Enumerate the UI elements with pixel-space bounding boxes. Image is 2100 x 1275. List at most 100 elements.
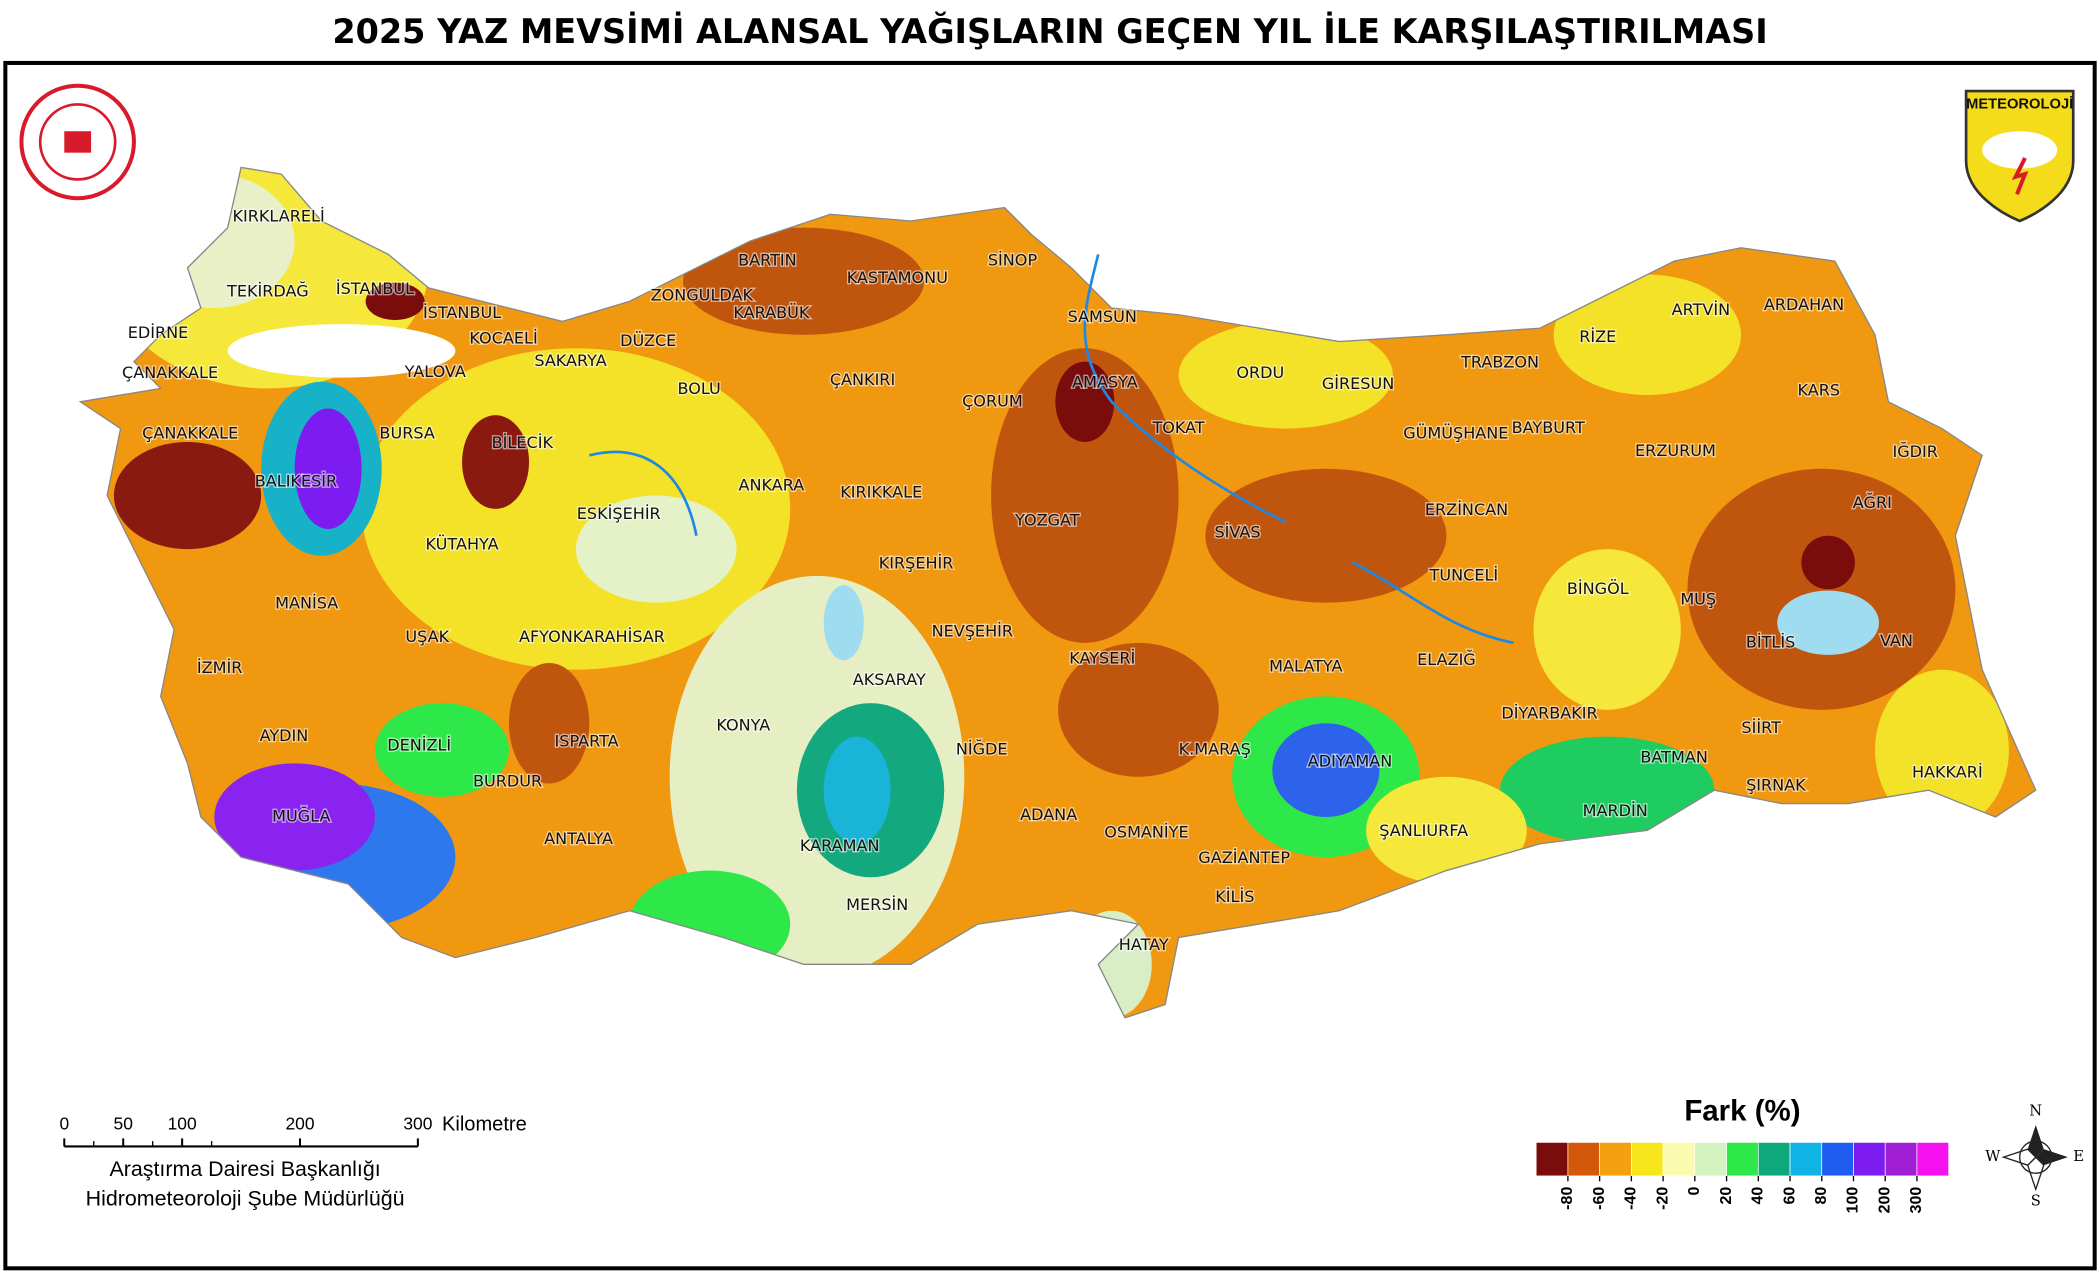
country-outline [78,166,2037,1019]
left-logo [19,83,136,201]
legend-tick-label: 100 [1844,1187,1862,1214]
province-label: KIRIKKALE [840,482,922,501]
province-label: SİVAS [1214,523,1260,542]
legend-title: Fark (%) [1684,1095,1800,1128]
province-label: BAYBURT [1512,418,1585,437]
scale-bar: 0 50 100 200 300 Kilometre [59,1113,527,1148]
province-label: ŞANLIURFA [1379,821,1468,840]
lake-tuz [823,585,864,661]
map-layout: 2025 YAZ MEVSİMİ ALANSAL YAĞIŞLARIN GEÇE… [3,11,2097,1271]
scale-label: 0 [59,1114,69,1134]
province-label: SİİRT [1741,718,1781,737]
province-label: MERSİN [846,895,908,914]
legend-tick-label: -60 [1590,1187,1608,1210]
province-label: HAKKARİ [1912,762,1983,781]
legend-tick-label: 60 [1780,1187,1798,1205]
province-label: İZMİR [197,658,242,677]
scale-label: 300 [403,1114,432,1134]
compass-w: W [1985,1148,2001,1165]
province-label: KARAMAN [800,836,880,855]
province-label: KIRŞEHİR [879,553,954,572]
province-label: TRABZON [1460,352,1539,371]
scale-unit: Kilometre [442,1113,527,1135]
scale-label: 50 [114,1114,133,1134]
province-label: KONYA [716,715,770,734]
province-label: TOKAT [1151,418,1204,437]
province-label: MANİSA [275,594,338,613]
province-label: DENİZLİ [387,735,451,754]
compass-n: N [2029,1103,2042,1120]
legend-swatch [1662,1142,1696,1177]
lake-van [1777,590,1880,655]
province-label: ÇANKIRI [830,370,895,389]
legend-tick-label: 300 [1907,1187,1925,1214]
legend-tick-label: -40 [1622,1187,1640,1210]
province-label: NEVŞEHİR [932,622,1013,641]
province-label: BOLU [677,379,720,398]
province-label: İSTANBUL [423,303,501,322]
province-label: VAN [1880,631,1913,650]
compass-e: E [2073,1148,2084,1165]
province-label: YOZGAT [1014,510,1080,529]
province-label: İSTANBUL [336,279,414,298]
legend-swatch [1916,1142,1950,1177]
province-label: ORDU [1236,363,1284,382]
province-label: AFYONKARAHİSAR [519,627,665,646]
province-label: KOCAELİ [469,328,537,347]
legend: Fark (%) -80 -60 -40 -20 0 20 40 60 80 100 200 300 [1535,1095,1950,1214]
logo-text: METEOROLOJİ [1966,95,2073,112]
legend-swatch [1694,1142,1727,1177]
legend-swatch [1535,1142,1569,1177]
province-label: ELAZIĞ [1417,650,1476,669]
province-label: BURSA [379,423,434,442]
province-label: ÇANAKKALE [122,363,218,382]
province-label: GÜMÜŞHANE [1403,423,1508,442]
province-label: K.MARAŞ [1179,740,1251,759]
province-label: AMASYA [1072,373,1138,392]
province-label: ANTALYA [544,829,613,848]
province-label: KARABÜK [733,303,810,322]
scale-label: 100 [168,1114,197,1134]
province-label: BALIKESİR [255,472,337,491]
legend-swatch [1757,1142,1791,1177]
province-label: MUŞ [1680,590,1716,609]
province-label: ŞIRNAK [1746,776,1806,795]
legend-tick-label: 0 [1685,1187,1703,1196]
province-label: ZONGULDAK [651,285,754,304]
province-label: NİĞDE [956,740,1008,759]
province-label: ESKİŞEHİR [577,504,661,523]
scale-label: 200 [285,1114,314,1134]
river [588,254,1514,645]
legend-tick-label: -80 [1558,1187,1576,1210]
province-label: BİTLİS [1746,632,1795,651]
province-label: DİYARBAKIR [1501,703,1597,722]
province-label: GİRESUN [1322,374,1394,393]
legend-tick-label: -20 [1653,1187,1671,1210]
compass: N E S W [1985,1103,2084,1210]
legend-swatch [1853,1142,1886,1177]
compass-s: S [2031,1192,2041,1209]
province-label: ARDAHAN [1764,295,1844,314]
province-label: UŞAK [405,627,449,646]
credit-line: Hidrometeoroloji Şube Müdürlüğü [86,1187,405,1211]
marmara-sea [227,324,456,378]
province-label: IĞDIR [1892,442,1937,461]
province-label: MARDİN [1583,801,1648,820]
legend-swatch [1789,1142,1823,1177]
province-label: SAKARYA [534,351,606,370]
province-label: TUNCELİ [1429,565,1499,584]
province-label: MUĞLA [272,806,330,825]
province-label: ERZİNCAN [1425,500,1508,519]
province-label: KAYSERİ [1069,648,1135,667]
province-label: AĞRI [1853,493,1892,512]
province-label: SAMSUN [1068,307,1137,326]
province-label: YALOVA [404,362,466,381]
province-label: AYDIN [260,726,309,745]
province-label: ÇANAKKALE [142,423,238,442]
province-label: ADIYAMAN [1308,752,1393,771]
province-label: BATMAN [1640,748,1707,767]
province-label: AKSARAY [853,670,926,689]
province-label: KİLİS [1215,887,1254,906]
province-label: KASTAMONU [847,268,948,287]
